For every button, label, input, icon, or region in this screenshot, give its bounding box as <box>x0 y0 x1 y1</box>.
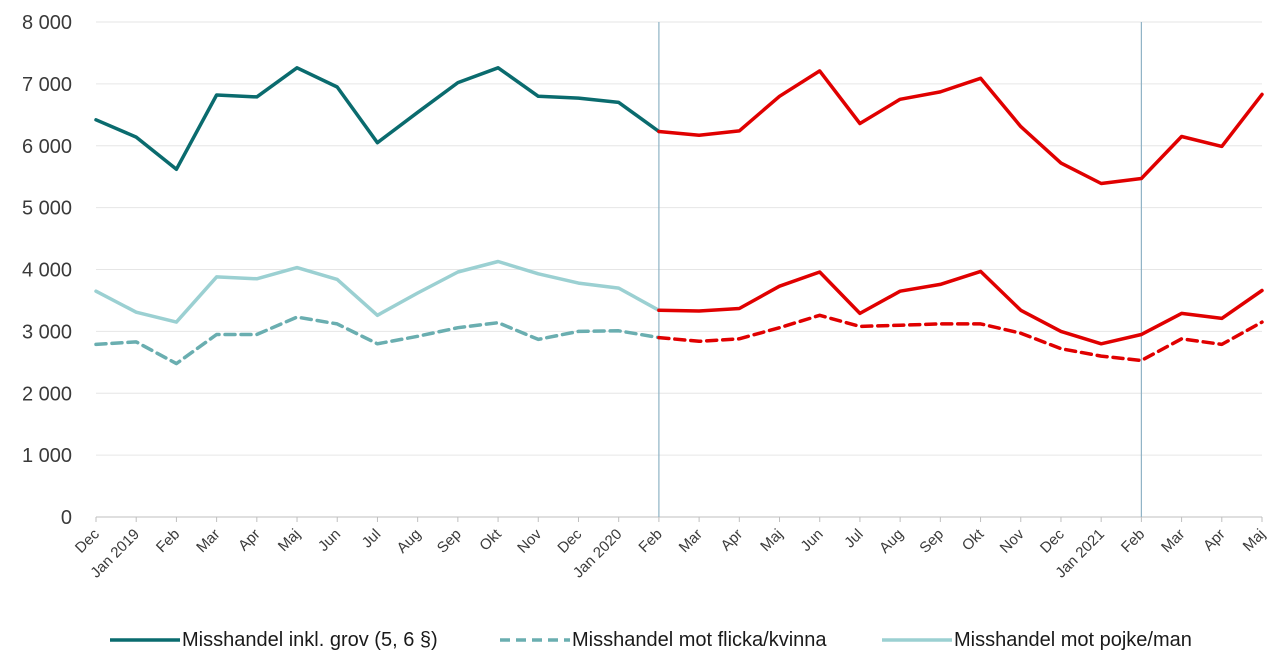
vertical-markers <box>658 22 1142 517</box>
y-tick-label: 7 000 <box>22 74 72 96</box>
x-tick-label: Dec <box>1037 525 1068 556</box>
x-tick-label: Maj <box>757 526 786 555</box>
legend-swatch-dashed <box>500 638 570 642</box>
legend: Misshandel inkl. grov (5, 6 §) Misshande… <box>0 624 1268 656</box>
series-line-1 <box>94 315 661 366</box>
line-chart: 0 1 000 2 000 3 000 4 000 5 000 6 000 7 000 8 00… <box>22 12 1268 581</box>
x-tick-label: Mar <box>1158 526 1188 556</box>
y-tick-label: 1 000 <box>22 445 72 467</box>
x-tick-label: Feb <box>1118 526 1148 556</box>
x-tick-label: Jul <box>359 526 385 552</box>
y-axis: 0 1 000 2 000 3 000 4 000 5 000 6 000 7 000 8 00… <box>22 12 72 529</box>
legend-label-inkl-grov: Misshandel inkl. grov (5, 6 §) <box>182 628 438 651</box>
x-tick-label: Aug <box>394 526 425 557</box>
x-tick-label: Apr <box>1200 526 1229 555</box>
y-tick-label: 0 <box>61 507 72 529</box>
x-tick-label: Feb <box>635 526 665 556</box>
x-tick-label: Okt <box>476 525 505 554</box>
x-tick-label: Nov <box>997 525 1028 556</box>
x-tick-label: Okt <box>959 525 988 554</box>
y-tick-label: 2 000 <box>22 383 72 405</box>
y-tick-label: 5 000 <box>22 198 72 220</box>
series-line-0 <box>94 66 661 172</box>
y-tick-label: 6 000 <box>22 136 72 158</box>
x-tick-label: Jun <box>315 526 344 555</box>
x-tick-label: Nov <box>514 525 545 556</box>
y-tick-label: 3 000 <box>22 321 72 343</box>
series-lines <box>94 66 1264 366</box>
legend-swatch-solid-light <box>882 638 952 642</box>
x-tick-label: Aug <box>876 526 907 557</box>
x-tick-label: Sep <box>434 526 465 557</box>
legend-label-pojke-man: Misshandel mot pojke/man <box>954 628 1192 651</box>
x-tick-label: Mar <box>676 526 706 556</box>
series-line-2-highlight <box>657 269 1264 346</box>
legend-item-flicka-kvinna: Misshandel mot flicka/kvinna <box>500 624 827 656</box>
legend-item-inkl-grov: Misshandel inkl. grov (5, 6 §) <box>110 624 438 656</box>
x-tick-label: Maj <box>1240 526 1268 555</box>
x-tick-label: Maj <box>275 526 304 555</box>
legend-item-pojke-man: Misshandel mot pojke/man <box>882 624 1192 656</box>
y-tick-label: 4 000 <box>22 260 72 282</box>
x-tick-label: Apr <box>718 526 747 555</box>
series-line-1-highlight <box>657 313 1264 363</box>
legend-label-flicka-kvinna: Misshandel mot flicka/kvinna <box>572 628 827 651</box>
x-tick-label: Jun <box>797 526 826 555</box>
x-tick-label: Mar <box>193 526 223 556</box>
x-tick-label: Jul <box>841 526 867 552</box>
x-tick-label: Feb <box>153 526 183 556</box>
legend-swatch-solid-dark <box>110 638 180 642</box>
series-line-2 <box>94 259 661 324</box>
y-tick-label: 8 000 <box>22 12 72 34</box>
x-tick-label: Dec <box>554 525 585 556</box>
x-tick-label: Dec <box>72 525 103 556</box>
x-tick-label: Sep <box>916 526 947 557</box>
gridlines <box>96 21 1262 518</box>
series-line-0-highlight <box>657 69 1264 186</box>
x-tick-label: Apr <box>235 526 264 555</box>
